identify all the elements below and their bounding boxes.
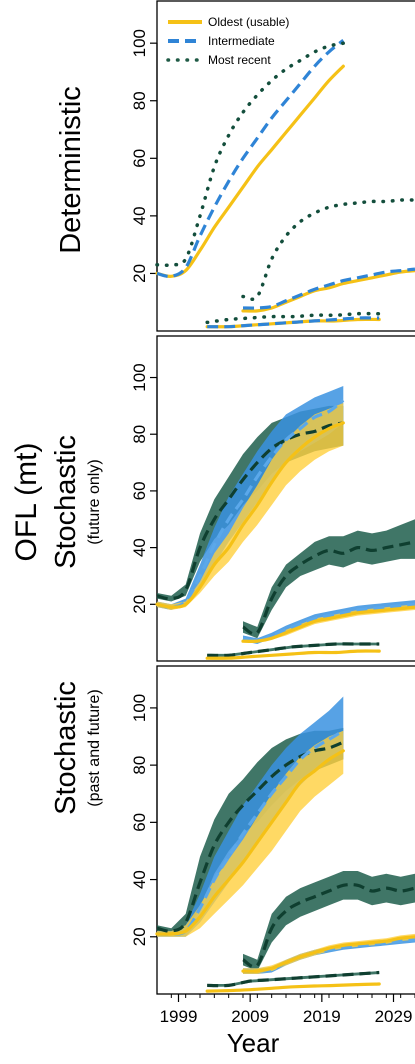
panel2-subtitle: (future only) bbox=[86, 459, 103, 544]
panel1-title: Deterministic bbox=[55, 86, 87, 254]
y-tick-label: 20 bbox=[130, 927, 149, 946]
series-recent-3 bbox=[242, 540, 415, 636]
x-axis-label: Year bbox=[227, 1028, 280, 1058]
legend-label-recent: Most recent bbox=[208, 53, 271, 67]
legend-label-intermediate: Intermediate bbox=[208, 34, 275, 48]
band-oldest-2 bbox=[157, 730, 344, 937]
series-intermediate-4 bbox=[242, 602, 415, 643]
series-oldest-3 bbox=[241, 269, 415, 313]
y-tick-label: 60 bbox=[130, 149, 149, 168]
series-recent-0 bbox=[156, 421, 344, 601]
series-oldest-5 bbox=[241, 935, 415, 973]
series-intermediate-1 bbox=[156, 39, 345, 279]
series-recent-2 bbox=[155, 41, 346, 267]
x-tick-label: 2019 bbox=[303, 1007, 341, 1026]
y-tick-label: 100 bbox=[130, 29, 149, 57]
y-tick-label: 40 bbox=[130, 870, 149, 889]
series-oldest-5 bbox=[241, 605, 415, 643]
x-tick-label: 2029 bbox=[375, 1007, 413, 1026]
panel3-title: Stochastic bbox=[50, 681, 82, 815]
y-tick-label: 100 bbox=[130, 363, 149, 391]
series-recent-6 bbox=[207, 642, 380, 658]
series-oldest-7 bbox=[205, 649, 381, 660]
y-tick-label: 100 bbox=[130, 694, 149, 722]
y-tick-label: 40 bbox=[130, 206, 149, 225]
series-intermediate-1 bbox=[156, 398, 345, 609]
band-oldest-2 bbox=[157, 403, 344, 610]
y-tick-label: 80 bbox=[130, 91, 149, 110]
series-oldest-2 bbox=[155, 421, 345, 609]
band-intermediate-1 bbox=[157, 696, 344, 937]
x-axis: 1999 2009 2019 2029 bbox=[160, 994, 415, 1026]
y-tick-label: 80 bbox=[130, 756, 149, 775]
legend-label-oldest: Oldest (usable) bbox=[208, 15, 289, 29]
series-recent-3 bbox=[242, 882, 415, 969]
y-tick-label: 60 bbox=[130, 813, 149, 832]
series-recent-0 bbox=[156, 740, 344, 933]
series-intermediate-1 bbox=[156, 729, 345, 936]
series-oldest-7 bbox=[205, 982, 381, 993]
panel-frame bbox=[156, 0, 415, 332]
y-tick-label: 40 bbox=[130, 538, 149, 557]
series-recent-6 bbox=[207, 970, 380, 988]
y-tick-label: 20 bbox=[130, 595, 149, 614]
series-oldest-2 bbox=[155, 749, 345, 936]
panel3-subtitle: (past and future) bbox=[86, 689, 103, 806]
x-tick-label: 2009 bbox=[231, 1007, 269, 1026]
panel2-title: Stochastic bbox=[50, 435, 82, 569]
panel-3: 20 40 60 80 100 bbox=[130, 665, 415, 995]
outer-ylabel: OFL (mt) bbox=[10, 443, 43, 562]
series-recent-5 bbox=[241, 198, 415, 301]
y-tick-label: 60 bbox=[130, 481, 149, 500]
series-oldest-0 bbox=[155, 64, 345, 278]
series-intermediate-4 bbox=[242, 267, 415, 310]
series-recent-8 bbox=[205, 311, 381, 325]
series-intermediate-7 bbox=[207, 316, 380, 329]
x-tick-label: 1999 bbox=[160, 1007, 198, 1026]
legend: Oldest (usable) Intermediate Most recent bbox=[166, 15, 289, 67]
panel-2: 20 40 60 80 100 bbox=[130, 335, 415, 662]
y-tick-label: 80 bbox=[130, 425, 149, 444]
y-tick-label: 20 bbox=[130, 264, 149, 283]
panels: 20 40 60 80 100 20 40 60 80 100 20 40 60 80 100 bbox=[130, 0, 415, 995]
band-recent-3 bbox=[243, 871, 415, 972]
panel-1: 20 40 60 80 100 bbox=[130, 0, 415, 332]
